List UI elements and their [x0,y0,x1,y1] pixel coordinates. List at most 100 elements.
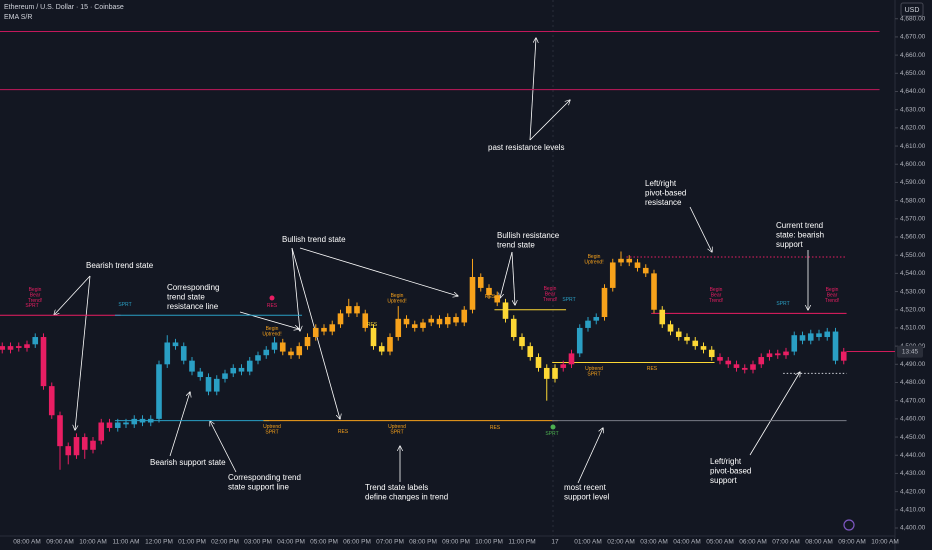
state-label: SPRT [25,303,38,309]
x-tick-label: 02:00 PM [211,539,239,546]
y-tick-label: 4,560.00 [900,234,926,241]
arrow [529,100,570,141]
candle-body [329,324,336,332]
annotation-line: trend state [167,293,205,302]
state-label-line: Trend! [28,298,42,304]
candle-body [527,346,534,358]
arrow [54,275,91,315]
candle-body [370,327,377,347]
currency[interactable]: USD [905,7,920,14]
x-tick-label: 03:00 PM [244,539,272,546]
currency-box[interactable] [900,2,924,17]
candle-body [725,360,732,365]
annotation: Corresponding trend state resistance line [167,283,219,311]
annotation-line: most recent [564,483,607,492]
candle-body [288,351,294,356]
state-label: RES [267,303,278,309]
candle-body [766,353,773,358]
state-label-line: Trend! [825,298,839,304]
candle-body [15,346,22,348]
state-label-line: Begin [710,287,723,293]
candle-body [189,360,195,372]
state-label-line: Trend! [709,298,723,304]
candle-body [799,335,806,341]
candle-body [362,313,369,328]
candle-body [378,346,385,352]
candle-body [271,342,278,350]
annotation-line: resistance line [167,302,219,311]
state-label-line: Uptrend [388,424,406,430]
x-tick-label: 08:00 AM [805,539,832,546]
state-label: SPRT [118,302,131,308]
state-label-line: RES [647,366,658,372]
state-label: Begin Uptrend! [584,254,603,266]
state-label: SPRT [776,301,789,307]
candle-body [552,367,558,379]
res-dot [269,295,275,301]
candle-body [246,360,253,372]
candle-body [387,337,393,352]
candle-body [585,320,591,328]
y-tick-label: 4,630.00 [900,106,926,113]
state-label-line: SPRT [545,431,558,437]
candle-body [692,340,699,347]
x-tick-label: 05:00 PM [310,539,338,546]
candle-body [65,446,72,456]
state-label-line: RES [485,294,496,300]
candle-body [279,342,286,352]
candle-body [73,437,80,456]
state-label-line: Bear [545,292,556,298]
candle-body [486,287,492,296]
annotation: Left/right pivot-based support [710,457,751,485]
candle-body [733,364,740,368]
candle-body [40,337,47,387]
candle-body [428,318,435,323]
annotation: Trend state labels define changes in tren… [365,483,448,502]
candle-body [642,267,649,274]
y-tick-label: 4,680.00 [900,15,926,22]
x-tick-label: 09:00 AM [46,539,73,546]
candle-body [197,371,204,378]
x-tick-label: 11:00 AM [113,539,140,546]
candle-body [131,418,138,425]
candle-body [420,322,426,328]
arrow [577,428,603,484]
arrow [529,38,536,141]
annotation: Left/right pivot-based resistance [645,179,686,207]
candle-body [255,355,261,361]
state-label: Begin Bear Trend! [825,287,839,304]
annotation-line: support [776,240,803,249]
state-label: Begin Uptrend! [262,326,281,338]
candle-body [502,302,509,319]
state-label-line: SPRT [265,430,278,436]
state-label: SPRT [562,297,575,303]
state-label: SPRT [545,431,558,437]
state-label-line: Uptrend! [584,260,603,266]
candle-body [263,349,270,356]
state-label: RES [367,322,378,328]
y-tick-label: 4,660.00 [900,52,926,59]
y-tick-label: 4,530.00 [900,288,926,295]
annotation-line: Corresponding trend [228,473,301,482]
candle-body [57,415,63,447]
candle-body [601,287,608,318]
candle-body [81,437,88,450]
candle-body [461,309,468,323]
candle-body [543,367,550,379]
candle-body [684,337,690,341]
candle-body [354,306,360,314]
annotation-line: Corresponding [167,283,219,292]
arrow [511,251,515,305]
candle-body [7,346,14,350]
state-label-line: RES [267,303,278,309]
candle-body [230,367,237,374]
x-tick-label: 06:00 PM [343,539,371,546]
annotation: Current trend state: bearish support [776,221,824,249]
y-tick-label: 4,650.00 [900,70,926,77]
x-tick-label: 08:00 PM [409,539,437,546]
state-label-line: SPRT [25,303,38,309]
replay-icon[interactable] [843,519,855,531]
candle-body [477,277,484,288]
x-tick-label: 10:00 AM [871,539,898,546]
